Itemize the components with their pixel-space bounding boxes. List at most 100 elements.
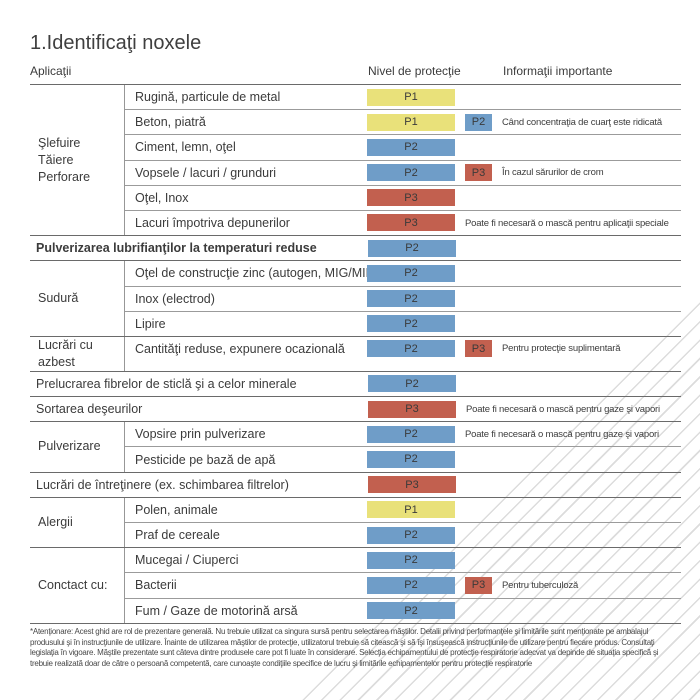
category-label: Lucrări cu azbest bbox=[30, 336, 125, 371]
row-note: Pentru tuberculoză bbox=[502, 579, 579, 591]
table-section: Sortarea deşeurilor P3 Poate fi necesară o… bbox=[30, 397, 681, 423]
section-rows: Cantităţi reduse, expunere ocazională P2 P… bbox=[125, 337, 681, 371]
table-row: Oţel, Inox P3 bbox=[125, 184, 681, 210]
footnote: *Atenţionare: Acest ghid are rol de prez… bbox=[30, 627, 659, 668]
row-label: Rugină, particule de metal bbox=[135, 90, 281, 105]
table-row: Lucrări de întreţinere (ex. schimbarea f… bbox=[30, 473, 681, 497]
row-label: Beton, piatră bbox=[135, 115, 206, 130]
protection-badge-p2: P2 bbox=[367, 450, 455, 468]
table-section: Lucrări de întreţinere (ex. schimbarea f… bbox=[30, 473, 681, 498]
protection-badge-p3: P3 bbox=[367, 189, 455, 207]
table-row: Cantităţi reduse, expunere ocazională P2 P… bbox=[125, 337, 681, 361]
section-rows: Oţel de construcţie zinc (autogen, MIG/M… bbox=[125, 261, 681, 336]
table-section: Pulverizare Vopsire prin pulverizare P2 Poa… bbox=[30, 422, 681, 473]
row-label: Polen, animale bbox=[135, 502, 218, 517]
secondary-protection-badge-p2: P2 bbox=[465, 113, 492, 131]
row-label: Inox (electrod) bbox=[135, 291, 215, 306]
table-row: Oţel de construcţie zinc (autogen, MIG/M… bbox=[125, 261, 681, 285]
table-row: Rugină, particule de metal P1 bbox=[125, 85, 681, 109]
protection-badge-p2: P2 bbox=[368, 239, 456, 257]
protection-badge-p2: P2 bbox=[367, 340, 455, 358]
protection-badge-p1: P1 bbox=[367, 113, 455, 131]
protection-badge-p2: P2 bbox=[367, 164, 455, 182]
row-label: Oţel de construcţie zinc (autogen, MIG/M… bbox=[135, 266, 379, 281]
row-note: Poate fi necesară o mască pentru aplicaţ… bbox=[465, 217, 669, 229]
protection-badge-p3: P3 bbox=[368, 476, 456, 494]
row-label: Vopsele / lacuri / grunduri bbox=[135, 165, 277, 180]
row-label: Lipire bbox=[135, 316, 166, 331]
category-label: Conctact cu: bbox=[30, 548, 125, 623]
category-label: Pulverizare bbox=[30, 422, 125, 472]
row-label: Bacterii bbox=[135, 578, 177, 593]
table-row: Bacterii P2 P3 Pentru tuberculoză bbox=[125, 572, 681, 597]
protection-badge-p2: P2 bbox=[367, 526, 455, 544]
table-row: Pulverizarea lubrifianţilor la temperatu… bbox=[30, 236, 681, 260]
protection-badge-p2: P2 bbox=[367, 138, 455, 156]
protection-badge-p1: P1 bbox=[367, 88, 455, 106]
protection-badge-p3: P3 bbox=[368, 400, 456, 418]
column-header-important-info: Informaţii importante bbox=[503, 64, 613, 78]
section-rows: Mucegai / Ciuperci P2 Bacterii P2 P3 Pentru t… bbox=[125, 548, 681, 623]
section-rows: Rugină, particule de metal P1 Beton, piatr… bbox=[125, 85, 681, 235]
category-label: Sudură bbox=[30, 261, 125, 336]
table-section: Alergii Polen, animale P1 Praf de cereale P2 bbox=[30, 497, 681, 549]
table-section: Prelucrarea fibrelor de sticlă şi a celo… bbox=[30, 372, 681, 398]
protection-badge-p2: P2 bbox=[367, 315, 455, 333]
table-section: Şlefuire Tăiere Perforare Rugină, particu… bbox=[30, 85, 681, 237]
category-label: Alergii bbox=[30, 497, 125, 548]
column-header-applications: Aplicaţii bbox=[30, 64, 72, 78]
table-row: Inox (electrod) P2 bbox=[125, 285, 681, 311]
row-label: Lucrări de întreţinere (ex. schimbarea f… bbox=[36, 477, 289, 492]
row-label: Pesticide pe bază de apă bbox=[135, 452, 276, 467]
table-row: Prelucrarea fibrelor de sticlă şi a celo… bbox=[30, 372, 681, 396]
table-section: Sudură Oţel de construcţie zinc (autogen,… bbox=[30, 261, 681, 337]
row-label: Cantităţi reduse, expunere ocazională bbox=[135, 341, 345, 356]
row-label: Sortarea deşeurilor bbox=[36, 402, 143, 417]
page-title: 1.Identificaţi noxele bbox=[30, 32, 202, 54]
protection-badge-p1: P1 bbox=[367, 501, 455, 519]
section-rows: Prelucrarea fibrelor de sticlă şi a celo… bbox=[30, 372, 681, 396]
table-row: Mucegai / Ciuperci P2 bbox=[125, 548, 681, 572]
table-row: Polen, animale P1 bbox=[125, 498, 681, 522]
row-note: Când concentraţia de cuarţ este ridicată bbox=[502, 116, 662, 128]
secondary-protection-badge-p3: P3 bbox=[465, 164, 492, 182]
table-row: Vopsele / lacuri / grunduri P2 P3 În cazul … bbox=[125, 159, 681, 185]
protection-badge-p2: P2 bbox=[367, 290, 455, 307]
table-row: Lipire P2 bbox=[125, 310, 681, 336]
row-label: Pulverizarea lubrifianţilor la temperatu… bbox=[36, 241, 317, 256]
table-section: Conctact cu: Mucegai / Ciuperci P2 Bacterii… bbox=[30, 548, 681, 624]
table-row: Ciment, lemn, oţel P2 bbox=[125, 134, 681, 159]
section-rows: Lucrări de întreţinere (ex. schimbarea f… bbox=[30, 473, 681, 497]
section-rows: Polen, animale P1 Praf de cereale P2 bbox=[125, 498, 681, 547]
secondary-protection-badge-p3: P3 bbox=[465, 340, 492, 358]
protection-badge-p2: P2 bbox=[367, 576, 455, 594]
protection-badge-p2: P2 bbox=[368, 375, 456, 393]
protection-badge-p2: P2 bbox=[367, 264, 455, 282]
protection-badge-p2: P2 bbox=[367, 551, 455, 569]
row-label: Ciment, lemn, oţel bbox=[135, 140, 236, 155]
table-row: Praf de cereale P2 bbox=[125, 522, 681, 547]
row-label: Vopsire prin pulverizare bbox=[135, 427, 266, 442]
section-rows: Vopsire prin pulverizare P2 Poate fi neces… bbox=[125, 422, 681, 471]
category-label: Şlefuire Tăiere Perforare bbox=[30, 85, 125, 236]
row-note: Poate fi necesară o mască pentru gaze şi… bbox=[465, 428, 659, 440]
table-row: Sortarea deşeurilor P3 Poate fi necesară o… bbox=[30, 397, 681, 421]
table-row: Vopsire prin pulverizare P2 Poate fi neces… bbox=[125, 422, 681, 446]
column-header-protection-level: Nivel de protecţie bbox=[368, 64, 461, 78]
row-label: Oţel, Inox bbox=[135, 190, 189, 205]
table-section: Pulverizarea lubrifianţilor la temperatu… bbox=[30, 236, 681, 262]
row-label: Mucegai / Ciuperci bbox=[135, 553, 239, 568]
row-label: Lacuri împotriva depunerilor bbox=[135, 216, 290, 231]
table-section: Lucrări cu azbest Cantităţi reduse, expun… bbox=[30, 336, 681, 372]
protection-badge-p2: P2 bbox=[367, 602, 455, 620]
table-row: Pesticide pe bază de apă P2 bbox=[125, 446, 681, 471]
row-label: Prelucrarea fibrelor de sticlă şi a celo… bbox=[36, 376, 297, 391]
secondary-protection-badge-p3: P3 bbox=[465, 576, 492, 594]
row-note: Poate fi necesară o mască pentru gaze şi… bbox=[466, 403, 660, 415]
section-rows: Sortarea deşeurilor P3 Poate fi necesară o… bbox=[30, 397, 681, 421]
protection-badge-p3: P3 bbox=[367, 214, 455, 232]
table-row: Lacuri împotriva depunerilor P3 Poate fi n… bbox=[125, 209, 681, 235]
table-row: Fum / Gaze de motorină arsă P2 bbox=[125, 597, 681, 623]
